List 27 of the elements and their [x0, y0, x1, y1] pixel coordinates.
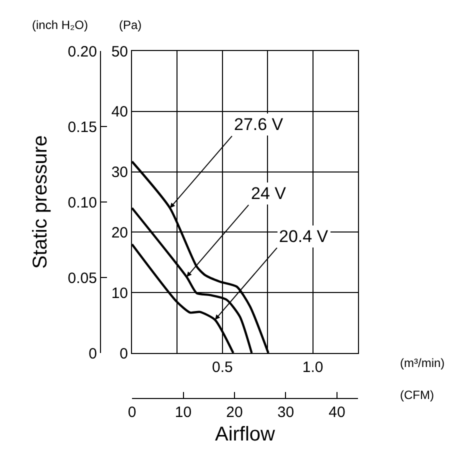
text: 20.4 V: [279, 227, 329, 246]
text: (m³/min): [400, 356, 445, 370]
x2-tick-label: 30: [277, 404, 294, 421]
y-axis-title: Static pressure: [29, 135, 52, 269]
y-tick-label: 0.05: [68, 270, 97, 287]
y2-tick-label: 50: [111, 43, 128, 60]
x2-tick-label: 20: [226, 404, 243, 421]
y-tick-label: 0: [88, 345, 97, 362]
x-axis-title: Airflow: [214, 424, 276, 446]
text: (Pa): [119, 18, 142, 32]
text: 24 V: [251, 184, 287, 203]
x-tick-label: 1.0: [302, 359, 324, 376]
y2-tick-label: 0: [120, 345, 128, 362]
y2-tick-label: 40: [111, 104, 128, 121]
x2-tick-label: 10: [174, 404, 192, 421]
x-tick-label: 0.5: [212, 359, 233, 376]
text: (inch H₂O): [32, 18, 88, 32]
y2-tick-label: 10: [111, 284, 128, 302]
x2-tick-label: 40: [328, 404, 346, 421]
y-tick-label: 0.15: [68, 118, 97, 136]
y2-tick-label: 30: [111, 164, 128, 182]
y-tick-label: 0.10: [68, 194, 97, 212]
x2-tick-label: 0: [128, 404, 136, 421]
text: (CFM): [400, 388, 434, 402]
y-tick-label: 0.20: [68, 43, 97, 60]
text: 27.6 V: [234, 115, 284, 134]
y2-tick-label: 20: [111, 224, 128, 242]
